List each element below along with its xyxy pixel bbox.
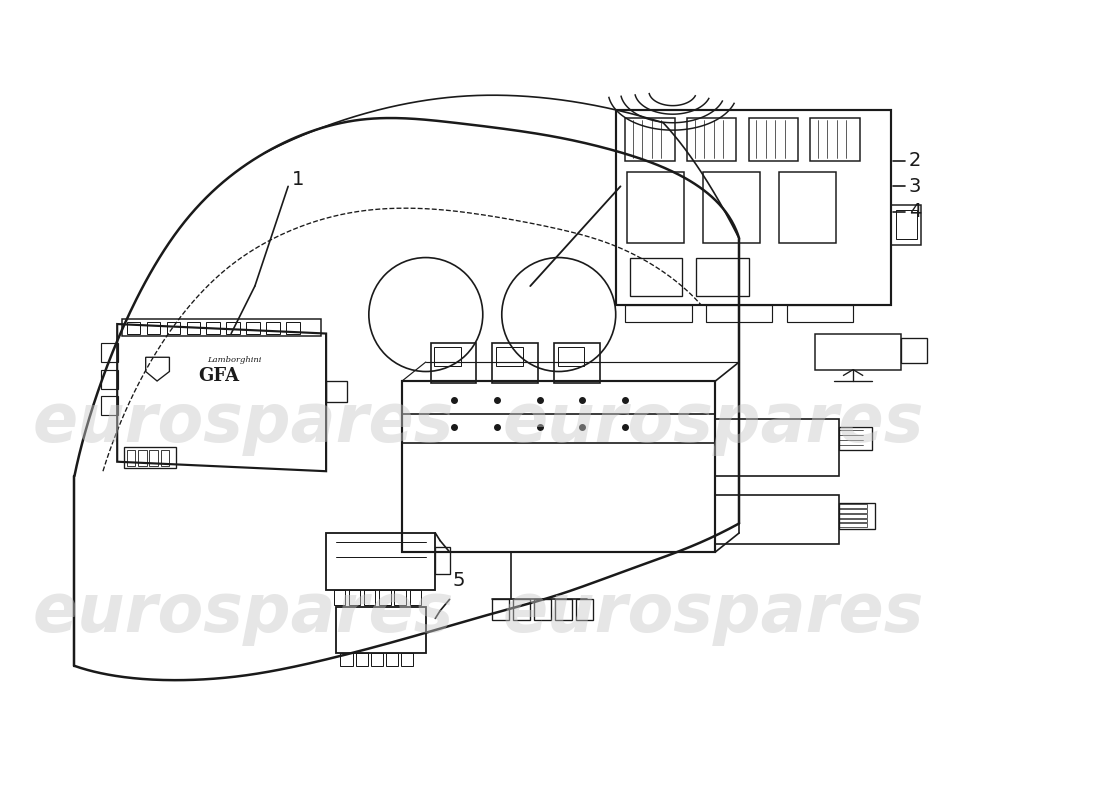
- Bar: [786, 305, 854, 322]
- Bar: [715, 419, 839, 476]
- Bar: [371, 653, 383, 666]
- Bar: [839, 518, 868, 522]
- Bar: [355, 653, 367, 666]
- Bar: [514, 599, 530, 620]
- Bar: [811, 118, 860, 161]
- Text: 5: 5: [453, 571, 465, 590]
- Bar: [266, 322, 279, 334]
- Bar: [364, 590, 375, 605]
- Bar: [616, 110, 891, 305]
- Bar: [166, 322, 180, 334]
- Text: Lamborghini: Lamborghini: [208, 356, 262, 364]
- Bar: [839, 523, 868, 527]
- Bar: [703, 172, 760, 243]
- Bar: [891, 206, 922, 246]
- Bar: [535, 599, 551, 620]
- Bar: [696, 258, 749, 295]
- Text: 3: 3: [909, 177, 921, 196]
- Bar: [349, 590, 361, 605]
- Bar: [625, 305, 692, 322]
- Bar: [379, 590, 390, 605]
- Bar: [575, 599, 593, 620]
- Bar: [554, 343, 600, 383]
- Bar: [554, 599, 572, 620]
- Bar: [126, 450, 135, 466]
- Bar: [493, 599, 509, 620]
- Bar: [395, 590, 406, 605]
- Bar: [326, 381, 346, 402]
- Bar: [630, 258, 682, 295]
- Text: eurospares: eurospares: [503, 390, 924, 456]
- Bar: [101, 370, 118, 389]
- Bar: [246, 322, 260, 334]
- Bar: [126, 322, 140, 334]
- Bar: [386, 653, 398, 666]
- Bar: [493, 343, 538, 383]
- Bar: [409, 590, 421, 605]
- Text: 1: 1: [292, 170, 304, 190]
- Bar: [139, 450, 146, 466]
- Bar: [627, 172, 684, 243]
- Bar: [336, 607, 426, 653]
- Bar: [326, 533, 436, 590]
- Bar: [340, 653, 353, 666]
- Bar: [286, 322, 299, 334]
- Bar: [706, 305, 772, 322]
- Text: 4: 4: [909, 202, 921, 222]
- Bar: [839, 502, 875, 529]
- Bar: [895, 210, 916, 238]
- Bar: [625, 118, 674, 161]
- Bar: [333, 590, 345, 605]
- Bar: [839, 505, 868, 508]
- Bar: [122, 319, 321, 336]
- Bar: [101, 343, 118, 362]
- Bar: [146, 322, 160, 334]
- Bar: [815, 334, 901, 370]
- Bar: [227, 322, 240, 334]
- Bar: [403, 381, 715, 552]
- Bar: [402, 653, 414, 666]
- Bar: [558, 347, 584, 366]
- Bar: [434, 347, 461, 366]
- Bar: [839, 514, 868, 518]
- Bar: [715, 495, 839, 544]
- Bar: [207, 322, 220, 334]
- Text: GFA: GFA: [198, 367, 239, 386]
- Text: 2: 2: [909, 151, 921, 170]
- Bar: [496, 347, 522, 366]
- Text: eurospares: eurospares: [33, 580, 454, 646]
- Text: eurospares: eurospares: [503, 580, 924, 646]
- Bar: [150, 450, 158, 466]
- Bar: [839, 510, 868, 513]
- Bar: [901, 338, 927, 363]
- Text: eurospares: eurospares: [33, 390, 454, 456]
- Bar: [686, 118, 736, 161]
- Bar: [187, 322, 200, 334]
- Bar: [749, 118, 798, 161]
- Bar: [161, 450, 169, 466]
- Bar: [101, 396, 118, 415]
- Bar: [124, 447, 176, 468]
- Bar: [779, 172, 836, 243]
- Bar: [430, 343, 476, 383]
- Bar: [436, 547, 450, 574]
- Bar: [839, 426, 872, 450]
